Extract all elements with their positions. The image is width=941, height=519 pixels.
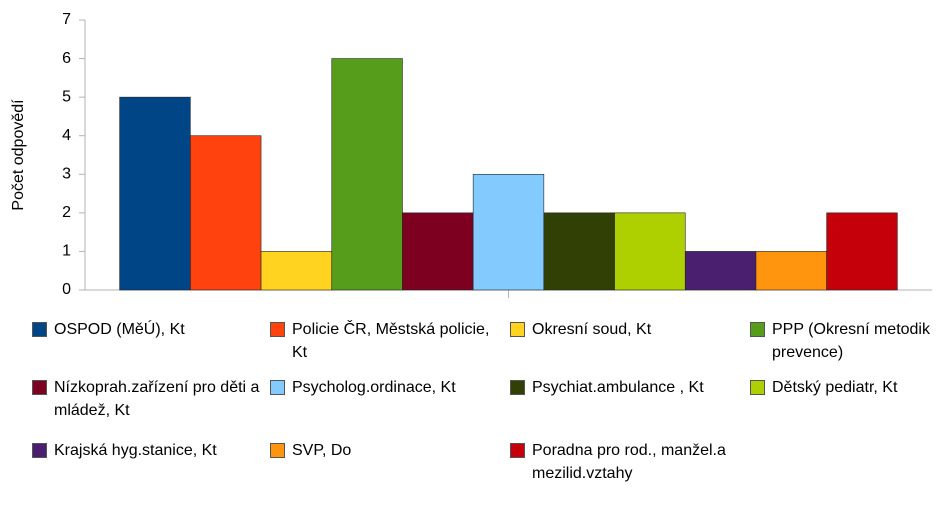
legend-label: Psycholog.ordinace, Kt — [292, 379, 456, 396]
legend-swatch — [510, 443, 525, 458]
y-tick-label: 7 — [62, 11, 71, 28]
legend-label: PPP (Okresní metodik prevence) — [772, 321, 930, 361]
legend-label: Dětský pediatr, Kt — [772, 379, 898, 396]
y-tick-label: 5 — [62, 88, 71, 105]
bar — [119, 96, 191, 291]
legend-swatch — [32, 322, 47, 337]
y-axis-label: Počet odpovědí — [10, 99, 27, 211]
legend-swatch — [750, 322, 765, 337]
legend-label: Krajská hyg.stanice, Kt — [54, 442, 217, 459]
bar — [826, 212, 898, 291]
legend-swatch — [510, 380, 525, 395]
plot: Počet odpovědí 0 1 2 3 4 5 6 7 — [10, 11, 932, 298]
legend-label: Okresní soud, Kt — [532, 321, 652, 338]
bar — [190, 135, 262, 291]
bar — [614, 212, 686, 291]
legend-swatch — [32, 380, 47, 395]
legend-swatch — [510, 322, 525, 337]
legend-swatch — [750, 380, 765, 395]
y-tick-label: 0 — [62, 281, 71, 298]
y-tick-label: 2 — [62, 204, 71, 221]
bar — [472, 173, 545, 291]
y-tick-label: 6 — [62, 50, 71, 67]
legend-swatch — [270, 322, 285, 337]
bar — [755, 251, 827, 291]
legend-swatch — [270, 380, 285, 395]
bar — [331, 58, 403, 291]
legend-label: Psychiat.ambulance , Kt — [532, 379, 704, 396]
bar — [684, 251, 757, 291]
y-tick-label: 3 — [62, 166, 71, 183]
legend-label: Nízkoprah.zařízení pro děti a mládež, Kt — [54, 379, 260, 419]
y-tick-label: 4 — [62, 127, 71, 144]
y-tick-label: 1 — [62, 243, 71, 260]
bar — [543, 212, 615, 291]
legend-label: Policie ČR, Městská policie, Kt — [292, 321, 490, 361]
legend-label: OSPOD (MěÚ), Kt — [54, 321, 185, 338]
legend-swatch — [270, 443, 285, 458]
legend-swatch — [32, 443, 47, 458]
legend-label: SVP, Do — [292, 442, 352, 459]
bar — [402, 212, 474, 291]
bar — [260, 251, 333, 291]
legend-label: Poradna pro rod., manžel.a mezilid.vztah… — [532, 442, 726, 482]
